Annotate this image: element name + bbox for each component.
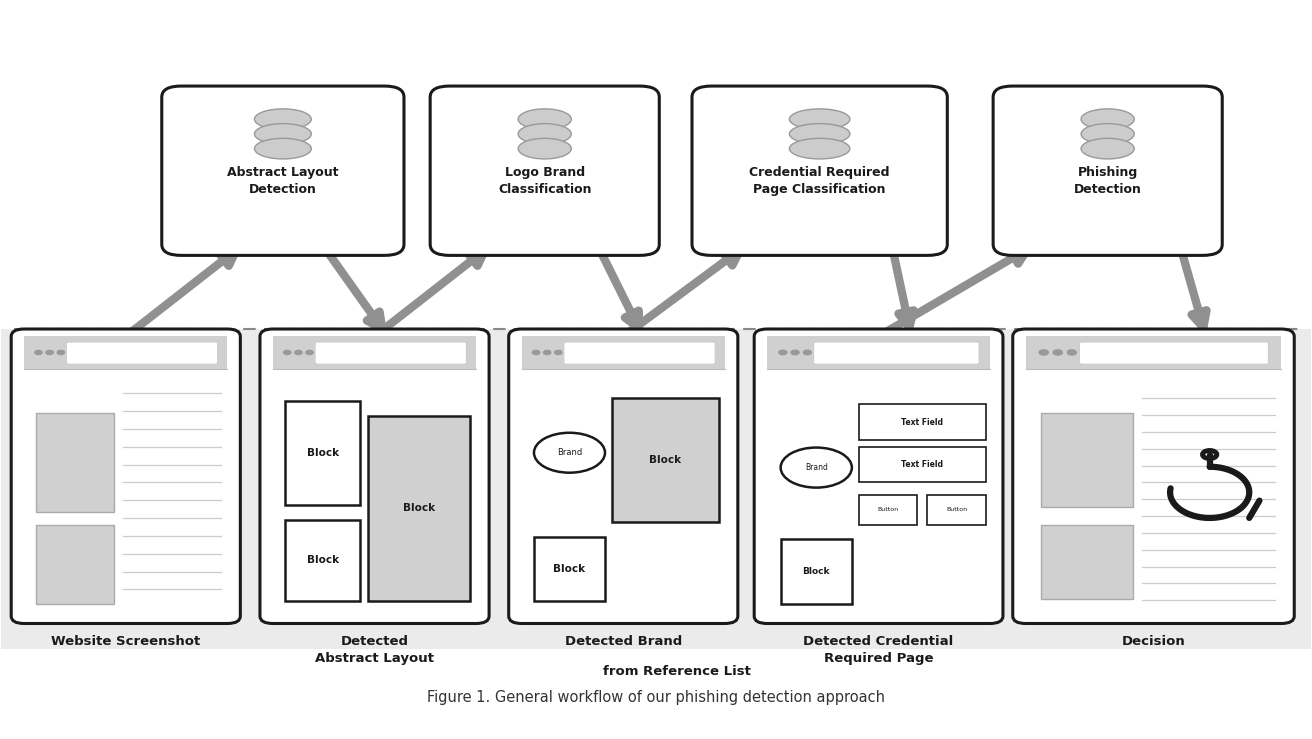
FancyBboxPatch shape	[1013, 329, 1294, 624]
Text: Button: Button	[878, 507, 899, 512]
Circle shape	[781, 448, 851, 488]
Text: Detected Credential
Required Page: Detected Credential Required Page	[803, 635, 954, 664]
Bar	[1042, 525, 1134, 599]
Circle shape	[46, 350, 54, 355]
Ellipse shape	[518, 138, 571, 159]
Text: Block: Block	[307, 448, 338, 457]
Text: Abstract Layout
Detection: Abstract Layout Detection	[227, 166, 338, 196]
Text: Website Screenshot: Website Screenshot	[51, 635, 201, 647]
Ellipse shape	[790, 123, 850, 144]
FancyBboxPatch shape	[285, 520, 361, 602]
Bar	[1042, 413, 1134, 507]
FancyBboxPatch shape	[691, 86, 947, 256]
Circle shape	[803, 350, 811, 355]
Text: Decision: Decision	[1122, 635, 1185, 647]
Text: Block: Block	[307, 556, 338, 565]
FancyBboxPatch shape	[315, 342, 467, 364]
FancyBboxPatch shape	[12, 329, 240, 624]
Circle shape	[1067, 350, 1076, 355]
Text: Credential Required
Page Classification: Credential Required Page Classification	[749, 166, 890, 196]
Ellipse shape	[518, 123, 571, 144]
Text: Text Field: Text Field	[901, 418, 943, 427]
FancyBboxPatch shape	[754, 329, 1002, 624]
Text: Figure 1. General workflow of our phishing detection approach: Figure 1. General workflow of our phishi…	[426, 689, 886, 704]
Text: Block: Block	[554, 564, 585, 574]
FancyBboxPatch shape	[928, 495, 985, 525]
Bar	[768, 336, 989, 369]
Text: Logo Brand
Classification: Logo Brand Classification	[499, 166, 592, 196]
Text: Button: Button	[946, 507, 967, 512]
Text: Brand: Brand	[556, 449, 583, 457]
FancyBboxPatch shape	[993, 86, 1223, 256]
FancyBboxPatch shape	[858, 446, 985, 483]
FancyBboxPatch shape	[534, 537, 605, 602]
FancyBboxPatch shape	[509, 329, 737, 624]
Ellipse shape	[790, 138, 850, 159]
Text: Text Field: Text Field	[901, 460, 943, 469]
Bar	[522, 336, 724, 369]
FancyBboxPatch shape	[430, 86, 659, 256]
Circle shape	[779, 350, 787, 355]
Circle shape	[295, 350, 302, 355]
Bar	[1026, 336, 1281, 369]
FancyBboxPatch shape	[285, 401, 361, 505]
FancyBboxPatch shape	[858, 495, 917, 525]
Text: from: from	[604, 665, 643, 678]
FancyBboxPatch shape	[367, 415, 470, 602]
Ellipse shape	[1081, 123, 1135, 144]
FancyBboxPatch shape	[260, 329, 489, 624]
Circle shape	[534, 433, 605, 473]
Circle shape	[1054, 350, 1063, 355]
Bar	[37, 525, 114, 604]
Ellipse shape	[255, 109, 311, 129]
Text: Block: Block	[803, 567, 830, 576]
Text: Reference List: Reference List	[643, 665, 750, 678]
Circle shape	[1039, 350, 1048, 355]
Circle shape	[58, 350, 64, 355]
Circle shape	[791, 350, 799, 355]
Ellipse shape	[255, 123, 311, 144]
Ellipse shape	[518, 109, 571, 129]
Text: Block: Block	[649, 455, 681, 465]
Text: Detected
Abstract Layout: Detected Abstract Layout	[315, 635, 434, 664]
Text: Block: Block	[403, 503, 434, 514]
Bar	[25, 336, 227, 369]
FancyBboxPatch shape	[613, 398, 719, 522]
Ellipse shape	[255, 138, 311, 159]
Circle shape	[35, 350, 42, 355]
Text: Brand: Brand	[804, 463, 828, 472]
Circle shape	[306, 350, 314, 355]
Circle shape	[543, 350, 551, 355]
Text: Detected Brand: Detected Brand	[564, 635, 682, 647]
FancyBboxPatch shape	[781, 539, 851, 604]
Text: Phishing
Detection: Phishing Detection	[1073, 166, 1141, 196]
FancyBboxPatch shape	[1080, 342, 1269, 364]
FancyBboxPatch shape	[858, 404, 985, 440]
Bar	[1, 329, 1311, 650]
Bar	[37, 413, 114, 512]
FancyBboxPatch shape	[161, 86, 404, 256]
Circle shape	[283, 350, 291, 355]
Bar	[273, 336, 476, 369]
Circle shape	[555, 350, 562, 355]
FancyBboxPatch shape	[67, 342, 218, 364]
FancyBboxPatch shape	[564, 342, 715, 364]
Ellipse shape	[1081, 138, 1135, 159]
Ellipse shape	[1081, 109, 1135, 129]
Ellipse shape	[790, 109, 850, 129]
Circle shape	[533, 350, 539, 355]
FancyBboxPatch shape	[813, 342, 979, 364]
